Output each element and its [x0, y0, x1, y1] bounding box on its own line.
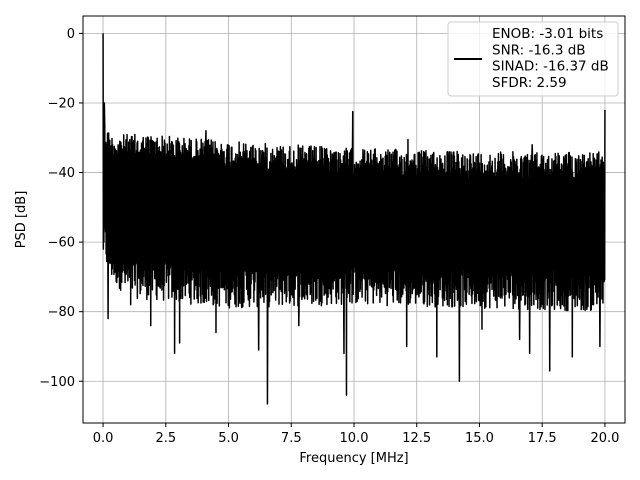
- psd-series-line: [102, 33, 606, 405]
- x-tick-label: 7.5: [281, 431, 302, 446]
- x-tick-label: 12.5: [402, 431, 431, 446]
- y-tick-label: −100: [39, 375, 75, 390]
- y-tick-label: −40: [48, 166, 75, 181]
- legend-line-sinad: SINAD: -16.37 dB: [492, 59, 609, 75]
- legend-box: [447, 21, 619, 97]
- y-tick-label: −80: [48, 305, 75, 320]
- x-tick-label: 20.0: [590, 431, 619, 446]
- legend-line-sfdr: SFDR: 2.59: [492, 75, 567, 91]
- x-axis-ticks: 0.0 2.5 5.0 7.5 10.0 12.5 15.0 17.5 20.0: [93, 423, 619, 446]
- x-tick-label: 17.5: [528, 431, 557, 446]
- x-tick-label: 2.5: [155, 431, 176, 446]
- x-tick-label: 10.0: [340, 431, 369, 446]
- x-axis-label: Frequency [MHz]: [299, 451, 408, 466]
- legend-line-snr: SNR: -16.3 dB: [492, 42, 586, 58]
- y-axis-label: PSD [dB]: [14, 191, 29, 249]
- legend-line-enob: ENOB: -3.01 bits: [492, 26, 603, 42]
- plot-area: [102, 33, 606, 405]
- y-tick-label: 0: [67, 27, 75, 42]
- x-tick-label: 15.0: [465, 431, 494, 446]
- x-tick-label: 5.0: [218, 431, 239, 446]
- y-tick-label: −60: [48, 236, 75, 251]
- y-axis-ticks: 0 −20 −40 −60 −80 −100: [39, 27, 83, 390]
- legend: ENOB: -3.01 bits SNR: -16.3 dB SINAD: -1…: [447, 21, 619, 97]
- y-tick-label: −20: [48, 96, 75, 111]
- x-tick-label: 0.0: [93, 431, 114, 446]
